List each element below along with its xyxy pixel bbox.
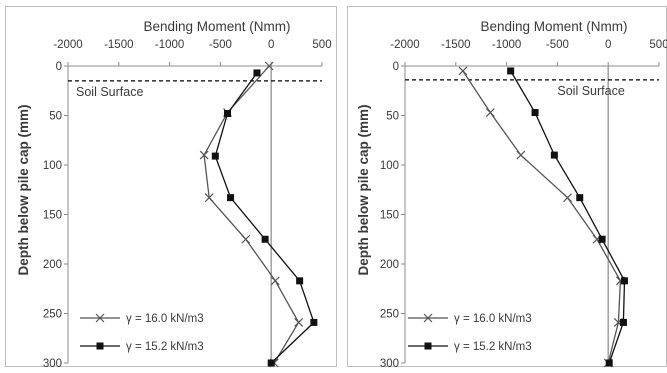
right-chart-panel: Bending Moment (Nmm) -2000 -1500 -1000 -500 0… <box>347 6 667 370</box>
x-tick-label: -1500 <box>441 39 470 51</box>
series-line <box>462 70 622 364</box>
legend-x-marker <box>423 313 433 323</box>
legend-label: γ = 16.0 kN/m3 <box>454 313 532 325</box>
soil-surface-label: Soil Surface <box>557 84 624 98</box>
chart-title: Bending Moment (Nmm) <box>480 19 627 34</box>
data-point-x <box>563 193 572 203</box>
data-point-square <box>605 359 613 367</box>
series-line <box>214 72 315 364</box>
y-tick-label: 300 <box>380 358 399 370</box>
data-point-x <box>204 193 214 203</box>
data-point-square <box>211 152 219 160</box>
data-point-square <box>261 235 269 243</box>
y-tick-label: 100 <box>43 160 62 172</box>
data-point-square <box>296 277 304 285</box>
x-tick-label: -1000 <box>155 39 184 51</box>
data-point-square <box>531 109 539 117</box>
legend-label: γ = 15.2 kN/m3 <box>454 341 532 353</box>
y-tick-label: 50 <box>49 111 62 123</box>
legend-label: γ = 15.2 kN/m3 <box>126 341 204 353</box>
data-point-square <box>253 69 261 77</box>
x-tick-label: -1000 <box>492 39 521 51</box>
x-tick-label: 0 <box>605 39 611 51</box>
data-point-square <box>619 318 627 326</box>
data-point-x <box>270 276 280 286</box>
data-point-square <box>310 318 318 326</box>
legend-label: γ = 16.0 kN/m3 <box>126 313 204 325</box>
y-tick-label: 250 <box>43 309 62 321</box>
x-tick-label: 500 <box>312 39 331 51</box>
y-tick-label: 150 <box>43 210 62 222</box>
y-axis-label: Depth below pile cap (mm) <box>356 104 371 275</box>
series-square-marker <box>507 67 628 367</box>
y-tick-label: 250 <box>380 309 399 321</box>
x-tick-label: -2000 <box>53 39 82 51</box>
y-axis-label: Depth below pile cap (mm) <box>16 104 31 275</box>
data-point-square <box>598 235 606 243</box>
chart-border <box>5 6 337 367</box>
y-tick-label: 100 <box>380 160 399 172</box>
soil-surface-label: Soil Surface <box>76 85 143 99</box>
x-tick-label: -1500 <box>104 39 133 51</box>
data-point-square <box>620 277 628 285</box>
legend-square-marker <box>96 342 104 350</box>
series-line <box>203 65 300 364</box>
y-tick-label: 200 <box>43 259 62 271</box>
y-tick-label: 0 <box>56 61 62 73</box>
legend-x-marker <box>95 313 105 323</box>
legend: γ = 16.0 kN/m3 γ = 15.2 kN/m3 <box>408 313 532 353</box>
y-tick-label: 50 <box>386 111 399 123</box>
data-point-x <box>241 234 251 244</box>
x-tick-label: 500 <box>649 39 667 51</box>
y-tick-label: 200 <box>380 259 399 271</box>
x-tick-label: 0 <box>268 39 274 51</box>
series-x-marker <box>199 61 304 368</box>
y-tick-label: 300 <box>43 358 62 370</box>
y-tick-label: 150 <box>380 210 399 222</box>
series-line <box>510 70 626 364</box>
data-point-x <box>199 150 209 160</box>
data-point-x <box>458 66 468 76</box>
y-tick-label: 0 <box>393 61 399 73</box>
data-point-x <box>294 317 304 327</box>
data-point-x <box>264 61 274 71</box>
x-tick-label: -500 <box>546 39 569 51</box>
data-point-square <box>227 194 235 202</box>
left-chart-panel: Bending Moment (Nmm) -2000 -1500 -1000 -500 0… <box>5 6 337 370</box>
legend-square-marker <box>424 342 432 350</box>
data-point-square <box>267 359 275 367</box>
legend: γ = 16.0 kN/m3 γ = 15.2 kN/m3 <box>80 313 204 353</box>
series-square-marker <box>211 69 318 367</box>
data-point-square <box>576 194 584 202</box>
x-tick-label: -500 <box>209 39 232 51</box>
data-point-square <box>224 110 232 118</box>
data-point-square <box>550 151 558 159</box>
x-tick-label: -2000 <box>390 39 419 51</box>
chart-title: Bending Moment (Nmm) <box>143 19 290 34</box>
data-point-x <box>485 108 495 117</box>
data-point-square <box>507 67 515 75</box>
data-point-x <box>516 150 526 160</box>
